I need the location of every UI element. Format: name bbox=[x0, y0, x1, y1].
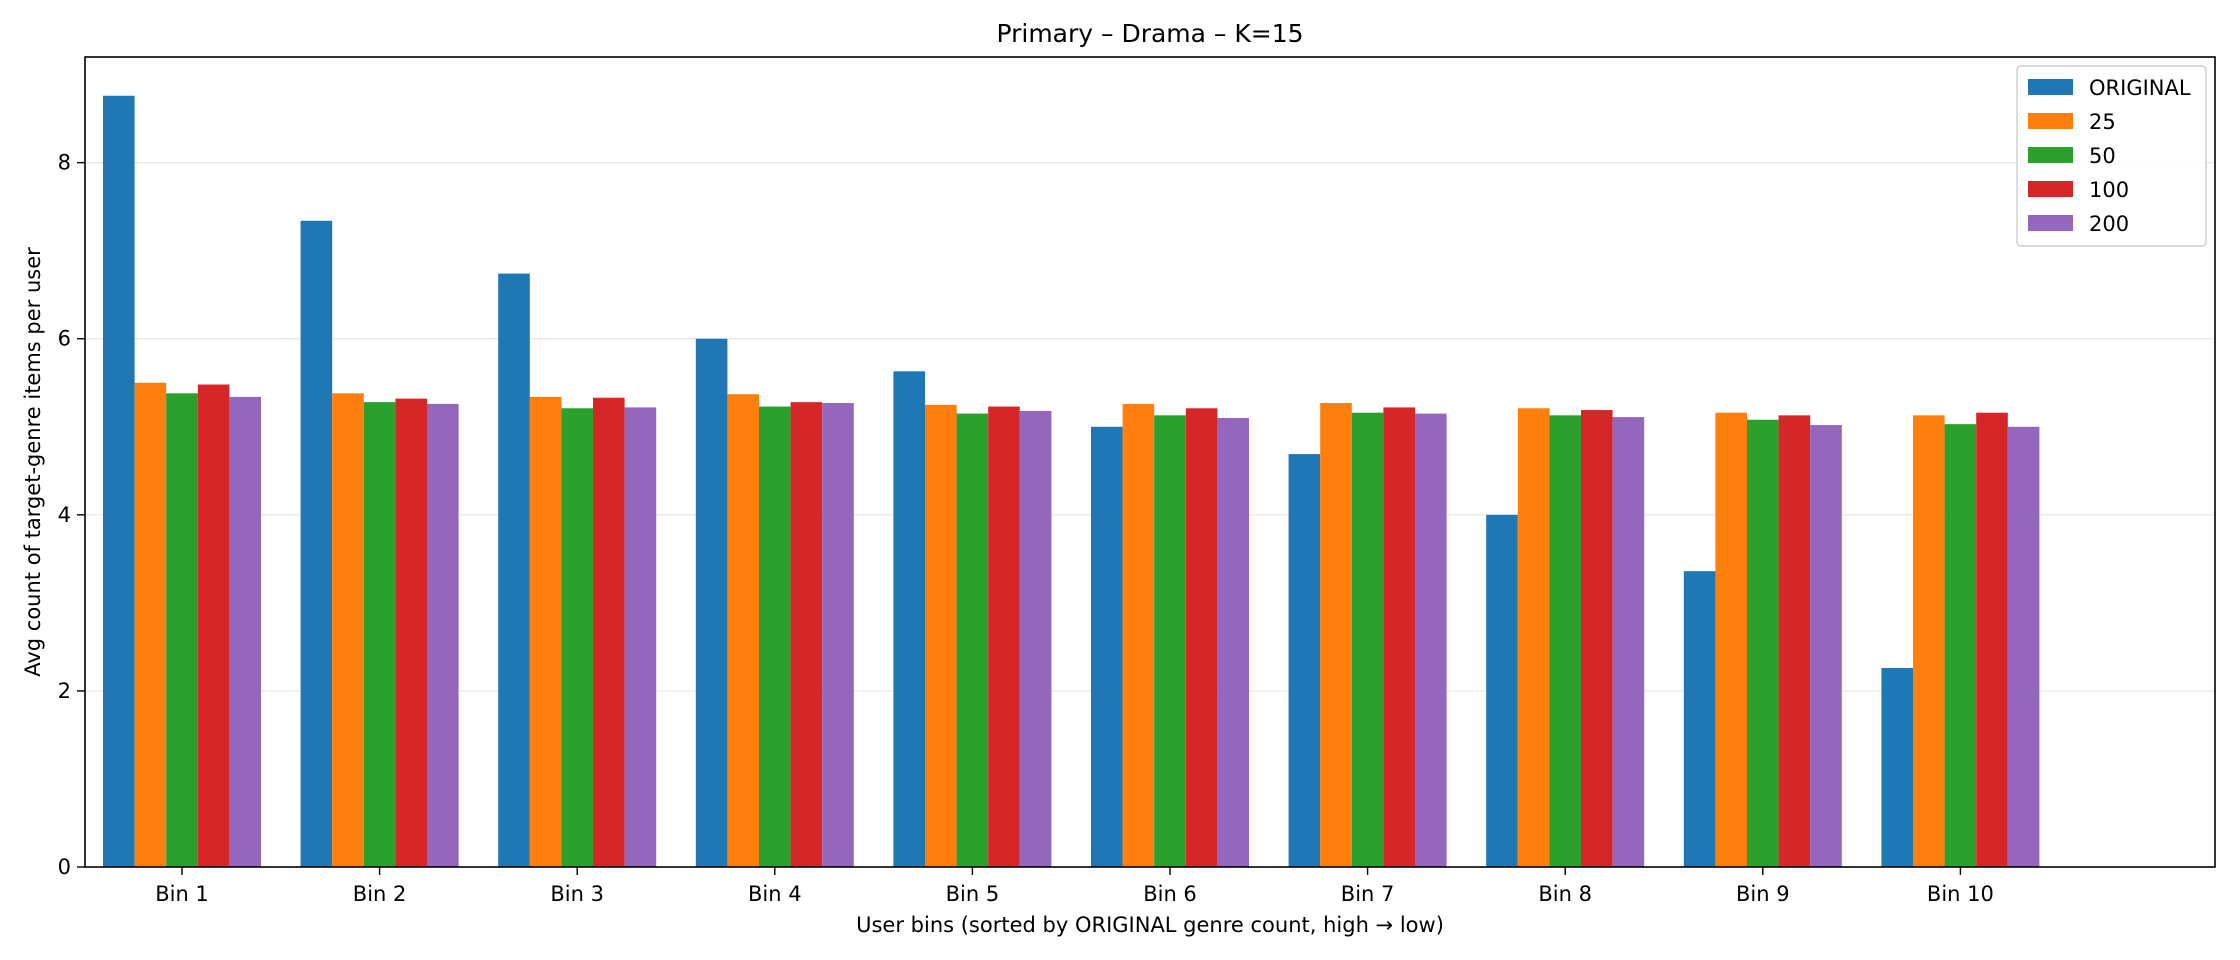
legend-swatch-25 bbox=[2028, 113, 2073, 129]
bar-100-7 bbox=[1383, 407, 1415, 867]
bar-50-1 bbox=[166, 393, 198, 867]
bar-200-10 bbox=[2007, 426, 2040, 867]
bar-200-1 bbox=[229, 396, 261, 867]
bar-original-7 bbox=[1288, 454, 1321, 867]
bar-100-8 bbox=[1581, 410, 1613, 867]
bar-200-4 bbox=[822, 403, 854, 867]
x-tick-label: Bin 8 bbox=[1538, 882, 1592, 906]
bar-25-9 bbox=[1715, 412, 1747, 867]
legend-label-25: 25 bbox=[2089, 110, 2116, 134]
legend-label-50: 50 bbox=[2089, 144, 2116, 168]
bar-200-7 bbox=[1415, 413, 1447, 867]
bar-100-4 bbox=[790, 402, 823, 867]
bar-50-6 bbox=[1154, 415, 1186, 867]
chart-title: Primary – Drama – K=15 bbox=[996, 19, 1303, 48]
bar-original-3 bbox=[498, 273, 530, 868]
bars-group bbox=[103, 95, 2040, 868]
bar-50-7 bbox=[1351, 412, 1384, 867]
legend-box bbox=[2016, 65, 2207, 247]
x-tick-label: Bin 6 bbox=[1143, 882, 1197, 906]
bar-50-5 bbox=[956, 413, 989, 867]
y-tick-label: 4 bbox=[58, 503, 71, 527]
x-tick-label: Bin 2 bbox=[353, 882, 407, 906]
legend-swatch-200 bbox=[2028, 215, 2073, 231]
y-tick-label: 0 bbox=[58, 855, 71, 879]
x-axis-label: User bins (sorted by ORIGINAL genre coun… bbox=[856, 913, 1444, 937]
y-axis-ticks: 0 2 4 6 8 bbox=[58, 151, 85, 879]
bar-50-10 bbox=[1944, 424, 1977, 867]
bar-original-6 bbox=[1091, 426, 1123, 867]
bar-original-2 bbox=[300, 220, 333, 867]
bar-100-10 bbox=[1976, 412, 2008, 867]
bar-25-2 bbox=[332, 393, 364, 867]
bar-25-8 bbox=[1517, 408, 1550, 867]
bar-25-6 bbox=[1122, 403, 1155, 867]
bar-200-6 bbox=[1217, 417, 1249, 867]
legend-swatch-original bbox=[2028, 79, 2073, 95]
bar-original-8 bbox=[1486, 514, 1518, 867]
bar-100-2 bbox=[395, 398, 427, 867]
legend-label-original: ORIGINAL bbox=[2089, 76, 2191, 100]
bar-original-10 bbox=[1881, 668, 1913, 867]
y-tick-label: 6 bbox=[58, 327, 71, 351]
bar-100-6 bbox=[1185, 408, 1218, 867]
bar-200-8 bbox=[1612, 417, 1645, 867]
bar-25-7 bbox=[1320, 403, 1352, 867]
bar-100-5 bbox=[988, 406, 1020, 867]
legend-label-100: 100 bbox=[2089, 178, 2129, 202]
x-tick-label: Bin 3 bbox=[550, 882, 604, 906]
bar-50-8 bbox=[1549, 415, 1581, 867]
bar-50-3 bbox=[561, 408, 593, 867]
bar-200-2 bbox=[427, 403, 459, 867]
bar-25-10 bbox=[1913, 415, 1945, 867]
bar-25-5 bbox=[925, 404, 957, 867]
bar-original-9 bbox=[1683, 571, 1716, 867]
bar-25-1 bbox=[134, 382, 167, 867]
legend-swatch-50 bbox=[2028, 147, 2073, 163]
legend: ORIGINAL 25 50 100 200 bbox=[2016, 65, 2207, 247]
x-axis-ticks: Bin 1 Bin 2 Bin 3 Bin 4 Bin 5 Bin 6 Bin 7 Bin 8… bbox=[155, 867, 1994, 906]
x-tick-label: Bin 5 bbox=[946, 882, 1000, 906]
bar-100-9 bbox=[1778, 415, 1811, 867]
legend-swatch-100 bbox=[2028, 181, 2073, 197]
x-tick-label: Bin 10 bbox=[1927, 882, 1994, 906]
x-tick-label: Bin 7 bbox=[1341, 882, 1395, 906]
bar-original-1 bbox=[103, 95, 135, 867]
bar-100-3 bbox=[593, 397, 625, 867]
y-tick-label: 2 bbox=[58, 679, 71, 703]
bar-50-9 bbox=[1747, 419, 1779, 867]
bar-200-9 bbox=[1810, 425, 1842, 867]
plot-frame bbox=[84, 56, 2216, 868]
x-tick-label: Bin 9 bbox=[1736, 882, 1790, 906]
bar-100-1 bbox=[197, 384, 230, 867]
bar-25-4 bbox=[727, 394, 759, 867]
bar-original-4 bbox=[695, 338, 728, 867]
bar-200-3 bbox=[624, 407, 657, 867]
bar-50-4 bbox=[759, 406, 791, 867]
bar-original-5 bbox=[893, 371, 925, 867]
y-axis-label: Avg count of target-genre items per user bbox=[21, 247, 45, 677]
legend-label-200: 200 bbox=[2089, 212, 2129, 236]
y-tick-label: 8 bbox=[58, 151, 71, 175]
bar-50-2 bbox=[363, 402, 396, 867]
x-tick-label: Bin 1 bbox=[155, 882, 209, 906]
bar-25-3 bbox=[529, 396, 562, 867]
bar-200-5 bbox=[1019, 410, 1052, 867]
x-tick-label: Bin 4 bbox=[748, 882, 802, 906]
